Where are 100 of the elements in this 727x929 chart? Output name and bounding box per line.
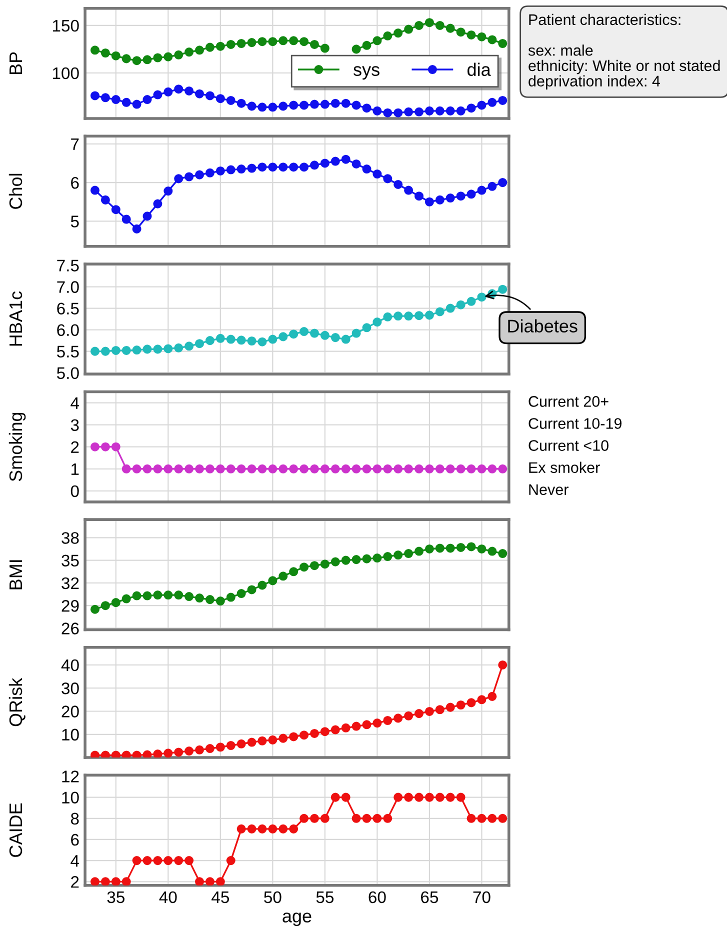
point [90,46,100,55]
point [446,304,455,313]
point [132,750,142,758]
point [383,174,392,184]
point [100,346,110,356]
point [320,44,330,53]
point [466,698,476,708]
point [424,544,434,554]
point [414,792,424,802]
y-tick-label: 8 [70,812,79,825]
point [153,199,162,208]
point [310,160,319,170]
point [164,856,173,866]
point [111,598,120,608]
x-tick-label: 65 [421,891,438,904]
point [122,98,131,107]
point [216,94,225,104]
point [300,730,309,740]
point [394,714,403,723]
point [184,86,194,96]
point [100,93,110,102]
point [142,856,152,866]
point [404,24,414,34]
point [289,567,298,576]
point [310,100,319,109]
point [446,24,455,33]
y-tick-label: 38 [62,532,79,544]
point [194,46,204,55]
point [90,604,100,614]
point [310,328,319,338]
point [226,856,236,866]
y-tick-label: 5 [70,216,79,228]
y-tick-label: 7.5 [57,260,79,272]
x-tick-label: 40 [159,891,177,904]
point [268,334,278,344]
point [435,544,444,553]
point [372,554,382,563]
point [498,284,508,294]
point [100,48,110,58]
point [320,158,330,168]
point [466,190,476,199]
point [278,734,288,743]
point [90,877,100,886]
point [446,194,455,203]
point [278,36,288,46]
point [236,164,246,174]
point [300,37,309,46]
point [488,35,497,44]
point [174,343,184,352]
point [424,310,434,320]
point [362,323,372,332]
point [226,592,236,602]
point [268,576,278,586]
point [247,38,256,48]
y-tick-label: 4 [70,397,80,409]
y-tick-label: 7 [71,138,79,150]
point [205,42,214,52]
point [414,192,424,201]
y-tick-label: 5.5 [57,346,79,358]
point [383,108,392,118]
point [184,592,194,602]
point [184,746,194,756]
point [90,91,100,100]
point [330,156,340,166]
point [289,824,298,834]
point [258,736,267,746]
point [330,557,340,566]
point [216,166,225,176]
point [414,709,424,718]
point [341,154,350,164]
y-axis-title: HBA1c [10,291,22,346]
point [132,591,142,600]
point [477,292,486,302]
point [456,542,466,552]
y-tick-label: 26 [62,622,79,634]
point [90,346,100,356]
point [268,824,278,834]
point [404,549,414,558]
point [132,56,142,66]
point [268,162,278,172]
point [488,98,497,107]
point [247,336,256,346]
point [132,346,142,355]
x-tick-label: 50 [264,891,282,904]
point [247,164,256,173]
point [184,172,194,182]
point [372,718,382,728]
point [446,702,455,712]
point [205,168,214,178]
point [435,792,444,802]
legend-label: sys [354,66,380,80]
y-axis-title: Smoking [8,412,26,482]
y-tick-label: 2 [71,876,79,888]
point [372,814,382,823]
point [236,98,246,108]
y-tick-label: 7.0 [57,281,79,293]
point [111,95,120,104]
point [477,814,486,823]
point [174,84,184,94]
point [404,107,414,116]
